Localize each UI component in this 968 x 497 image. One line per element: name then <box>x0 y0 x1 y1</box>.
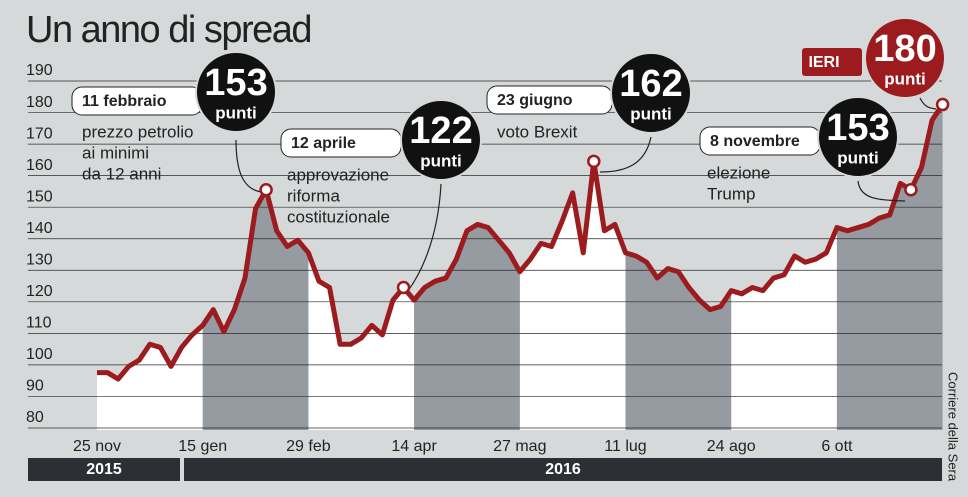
callout-unit: punti <box>420 151 462 170</box>
callout-unit: punti <box>215 103 257 122</box>
x-tick-label: 29 feb <box>286 438 331 455</box>
callout-date: IERI <box>808 54 839 71</box>
y-tick-label: 140 <box>26 220 53 237</box>
callout-text: prezzo petrolio <box>82 122 194 141</box>
callout-date: 8 novembre <box>710 133 800 150</box>
callout-text: Trump <box>707 184 756 203</box>
chart-title: Un anno di spread <box>26 9 311 51</box>
callout-value: 122 <box>409 110 472 152</box>
y-tick-label: 190 <box>26 62 53 79</box>
y-tick-label: 160 <box>26 157 53 174</box>
marker <box>587 154 601 169</box>
marker <box>259 182 273 197</box>
callout-text: voto Brexit <box>497 122 578 141</box>
area-gray <box>202 104 943 430</box>
x-tick-label: 27 mag <box>493 438 546 455</box>
callout-circle <box>610 52 692 134</box>
callout-value: 162 <box>619 63 682 105</box>
y-tick-label: 90 <box>26 378 44 395</box>
arrow <box>857 180 906 202</box>
x-tick-label: 14 apr <box>391 438 437 455</box>
x-tick-label: 6 ott <box>821 438 853 455</box>
year-label: 2015 <box>86 461 122 478</box>
marker <box>396 280 411 295</box>
arrow <box>406 183 442 293</box>
callout-circle <box>864 17 946 99</box>
callout-unit: punti <box>837 148 879 167</box>
callout-circle <box>195 51 277 133</box>
y-tick-label: 130 <box>26 251 53 268</box>
y-tick-label: 120 <box>26 283 53 300</box>
year-bar <box>28 458 180 481</box>
y-tick-label: 150 <box>26 188 53 205</box>
x-tick-label: 24 ago <box>707 438 756 455</box>
y-tick-label: 180 <box>26 94 53 111</box>
callout-value: 153 <box>826 107 889 149</box>
callout-value: 180 <box>873 28 936 70</box>
callout-text: elezione <box>707 163 770 182</box>
spread-line <box>97 103 945 382</box>
callout-box <box>802 48 862 76</box>
callout-text: riforma <box>287 186 340 205</box>
callout-text: costituzionale <box>287 207 390 226</box>
marker <box>904 182 918 197</box>
y-tick-label: 100 <box>26 346 53 363</box>
x-tick-label: 11 lug <box>604 438 646 455</box>
callout-text: approvazione <box>287 165 389 184</box>
y-tick-label: 80 <box>26 409 44 426</box>
callout-circle <box>400 99 482 181</box>
arrow <box>235 139 263 193</box>
callout-date: 11 febbraio <box>82 93 167 110</box>
marker <box>935 97 950 112</box>
x-tick-label: 25 nov <box>73 438 121 455</box>
x-tick-label: 15 gen <box>178 438 227 455</box>
arrow <box>599 136 652 173</box>
callout-unit: punti <box>884 69 926 88</box>
callout-unit: punti <box>630 104 672 123</box>
callout-circle <box>817 96 899 178</box>
callout-date: 23 giugno <box>497 92 573 109</box>
source: Corriere della Sera <box>946 372 961 482</box>
year-bar <box>184 458 942 481</box>
callout-value: 153 <box>204 62 267 104</box>
y-tick-label: 170 <box>26 125 53 142</box>
callout-date: 12 aprile <box>291 135 356 152</box>
callout-text: ai minimi <box>82 143 149 162</box>
callout-text: da 12 anni <box>82 164 161 183</box>
arrow <box>919 97 937 110</box>
y-tick-label: 110 <box>26 315 52 332</box>
year-label: 2016 <box>545 461 581 478</box>
